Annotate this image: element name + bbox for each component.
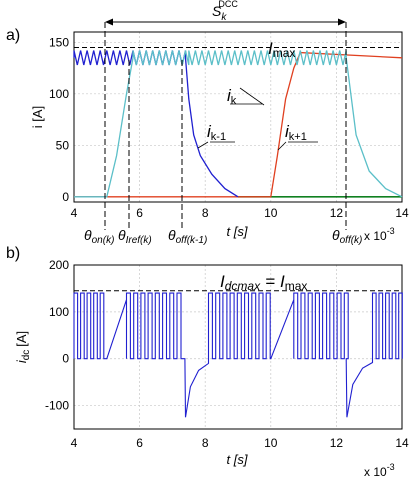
panel-b-x-multiplier: x 10-3 [364, 462, 395, 479]
y-tick-label: -100 [45, 399, 69, 413]
y-tick-label: 0 [62, 352, 69, 366]
series-i-k-plus-1-line [74, 51, 403, 198]
panel-b-xlabel: t [s] [227, 452, 248, 467]
panel-b-label: b) [6, 245, 20, 262]
theta-iref-label: θIref(k) [118, 227, 152, 246]
x-tick-label: 8 [202, 436, 209, 450]
series-i-dc-line [73, 292, 403, 418]
x-tick-label: 10 [264, 206, 278, 220]
y-tick-label: 0 [62, 190, 69, 204]
ik-label: ik [227, 86, 237, 107]
theta-off-k-label: θoff(k) [332, 227, 362, 246]
x-tick-label: 4 [71, 436, 78, 450]
x-tick-label: 4 [71, 206, 78, 220]
ik-plus-1-label: ik+1 [285, 122, 307, 143]
x-tick-label: 12 [330, 206, 344, 220]
y-tick-label: 200 [49, 258, 69, 272]
y-tick-label: 100 [49, 87, 69, 101]
y-tick-label: 100 [49, 305, 69, 319]
x-tick-label: 8 [202, 206, 209, 220]
panel-a-plot-area [73, 31, 403, 203]
panel-a-x-multiplier: x 10-3 [364, 226, 395, 243]
x-tick-label: 10 [264, 436, 278, 450]
panel-a-y-ticks: 0 50 100 150 [49, 35, 69, 204]
y-tick-label: 150 [49, 35, 69, 49]
panel-a: a) 0 50 100 150 4 6 8 10 12 14 SkDCC Imax [6, 0, 409, 246]
panel-a-xlabel: t [s] [227, 224, 248, 239]
ik-leader [239, 87, 265, 106]
idcmax-eq-imax-label: Idcmax = Imax [220, 272, 307, 293]
series-i-k-minus-1-line [73, 50, 239, 198]
theta-on-label: θon(k) [84, 227, 114, 246]
panel-b-x-ticks: 4 6 8 10 12 14 [71, 436, 409, 450]
s-dcc-span-arrow [105, 18, 346, 26]
imax-label: Imax [268, 39, 295, 60]
theta-off-k-1-label: θoff(k-1) [168, 227, 207, 246]
x-tick-label: 6 [136, 206, 143, 220]
panel-a-x-ticks: 4 6 8 10 12 14 [71, 206, 409, 220]
series-i-k-line [74, 50, 403, 198]
s-dcc-label: SkDCC [212, 0, 238, 23]
ik-plus-1-leader [277, 141, 287, 151]
x-tick-label: 14 [395, 206, 409, 220]
panel-b-ylabel: idc[A] [14, 331, 32, 363]
panel-b-y-ticks: -100 0 100 200 [45, 258, 69, 413]
ik-minus-1-label: ik-1 [207, 122, 226, 143]
panel-a-ylabel: i [A] [30, 106, 45, 128]
x-tick-label: 12 [330, 436, 344, 450]
ik-minus-1-leader [197, 141, 209, 149]
x-tick-label: 14 [395, 436, 409, 450]
x-tick-label: 6 [136, 436, 143, 450]
panel-b: b) -100 0 100 200 4 6 8 10 12 14 Idcmax = Imax t [… [6, 245, 409, 479]
y-tick-label: 50 [56, 138, 70, 152]
panel-a-label: a) [6, 27, 20, 44]
